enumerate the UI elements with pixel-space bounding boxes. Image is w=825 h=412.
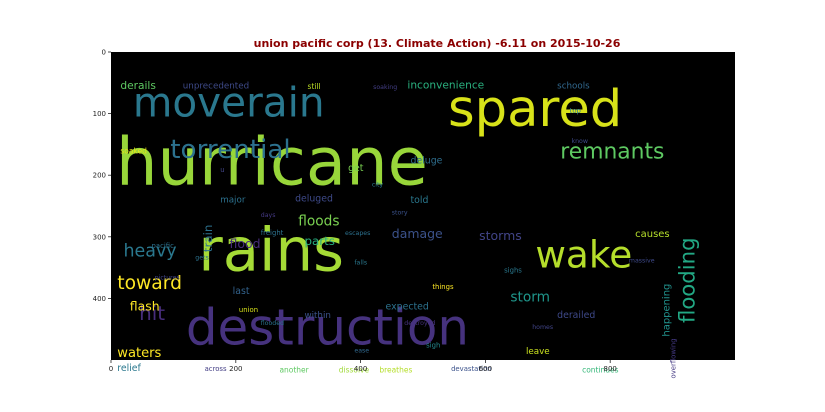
word-spared: spared	[448, 80, 622, 139]
x-tick-label: 800	[604, 365, 617, 373]
word-unprecedented: unprecedented	[183, 81, 249, 91]
word-across: across	[205, 365, 227, 373]
word-hurricane: hurricane	[116, 124, 428, 200]
word-u: u	[220, 166, 224, 174]
word-derails: derails	[120, 79, 156, 92]
word-rains: rains	[198, 216, 344, 285]
word-floods: floods	[298, 214, 339, 230]
x-axis: 0 200 400 600 800	[109, 360, 617, 373]
word-sighs: sighs	[504, 267, 522, 275]
word-falls: falls	[354, 260, 367, 267]
word-causes: causes	[635, 229, 669, 240]
x-tick-label: 600	[479, 365, 492, 373]
x-tick-label: 0	[109, 365, 113, 373]
word-parts: parts	[304, 234, 335, 248]
word-relief: relief	[117, 363, 141, 374]
word-schools: schools	[557, 81, 590, 91]
word-pictures: pictures	[155, 274, 180, 281]
word-days: days	[261, 212, 276, 219]
chart-title: union pacific corp (13. Climate Action) …	[254, 37, 621, 50]
word-soaked: soaked	[120, 147, 147, 156]
word-top: top	[570, 107, 581, 115]
word-within: within	[304, 311, 331, 321]
word-overflowing: overflowing	[670, 338, 678, 378]
word-another: another	[279, 365, 309, 374]
word-major: major	[220, 195, 246, 205]
word-deluge: deluge	[411, 155, 443, 166]
word-storms: storms	[479, 228, 522, 243]
word-escapes: escapes	[345, 230, 370, 237]
word-destruction: destruction	[186, 299, 469, 357]
word-things: things	[432, 283, 454, 291]
y-tick-label: 0	[102, 49, 106, 57]
word-gets: gets	[195, 255, 209, 262]
word-devastation: devastation	[451, 365, 491, 373]
x-tick-label: 400	[354, 365, 367, 373]
word-moverain: moverain	[133, 79, 325, 127]
word-still: still	[308, 82, 321, 91]
word-damage: damage	[392, 226, 443, 241]
y-tick-label: 300	[93, 233, 106, 241]
word-expected: expected	[386, 301, 429, 312]
word-derailed: derailed	[557, 310, 595, 321]
word-city: city	[372, 181, 384, 188]
word-remnants: remnants	[560, 140, 664, 165]
y-tick-label: 400	[93, 295, 106, 303]
word-massive: massive	[629, 258, 655, 265]
word-group: hurricane rains destruction spared moverain w…	[116, 78, 700, 378]
word-torrential: torrential	[170, 135, 290, 165]
word-destroyed: destroyed	[404, 320, 435, 327]
word-breathes: breathes	[379, 365, 412, 374]
plot-area	[111, 52, 735, 360]
x-tick-label: 200	[229, 365, 242, 373]
word-deluged: deluged	[295, 194, 333, 205]
word-happening: happening	[661, 284, 672, 337]
word-soaking: soaking	[373, 84, 397, 91]
word-continues: continues	[582, 365, 619, 374]
word-sigh: sigh	[426, 342, 440, 350]
word-flash: flash	[130, 299, 160, 314]
word-union: union	[239, 306, 258, 314]
word-know: know	[572, 138, 588, 145]
word-pacific: pacific	[152, 242, 175, 250]
y-tick-label: 100	[93, 110, 106, 118]
word-inconvenience: inconvenience	[407, 78, 484, 91]
word-dissolve: dissolve	[339, 365, 370, 374]
word-story: story	[392, 210, 408, 217]
word-freight: freight	[261, 229, 284, 237]
word-flooding: flooding	[675, 237, 700, 323]
word-flood: flood	[230, 236, 261, 251]
word-told: told	[411, 195, 429, 206]
word-flooded: flooded	[261, 320, 284, 327]
word-toward: toward	[117, 273, 182, 294]
word-homes: homes	[532, 324, 553, 331]
y-axis: 0 100 200 300 400	[93, 49, 111, 303]
word-storm: storm	[510, 289, 550, 305]
word-train: train	[201, 225, 215, 253]
word-waters: waters	[117, 346, 161, 361]
word-hit: hit	[139, 301, 165, 325]
word-heavy: heavy	[123, 242, 176, 262]
word-wake: wake	[535, 233, 632, 277]
word-leave: leave	[526, 347, 550, 357]
word-ease: ease	[354, 348, 369, 355]
word-last: last	[233, 286, 250, 297]
y-tick-label: 200	[93, 172, 106, 180]
word-get: get	[348, 163, 364, 174]
